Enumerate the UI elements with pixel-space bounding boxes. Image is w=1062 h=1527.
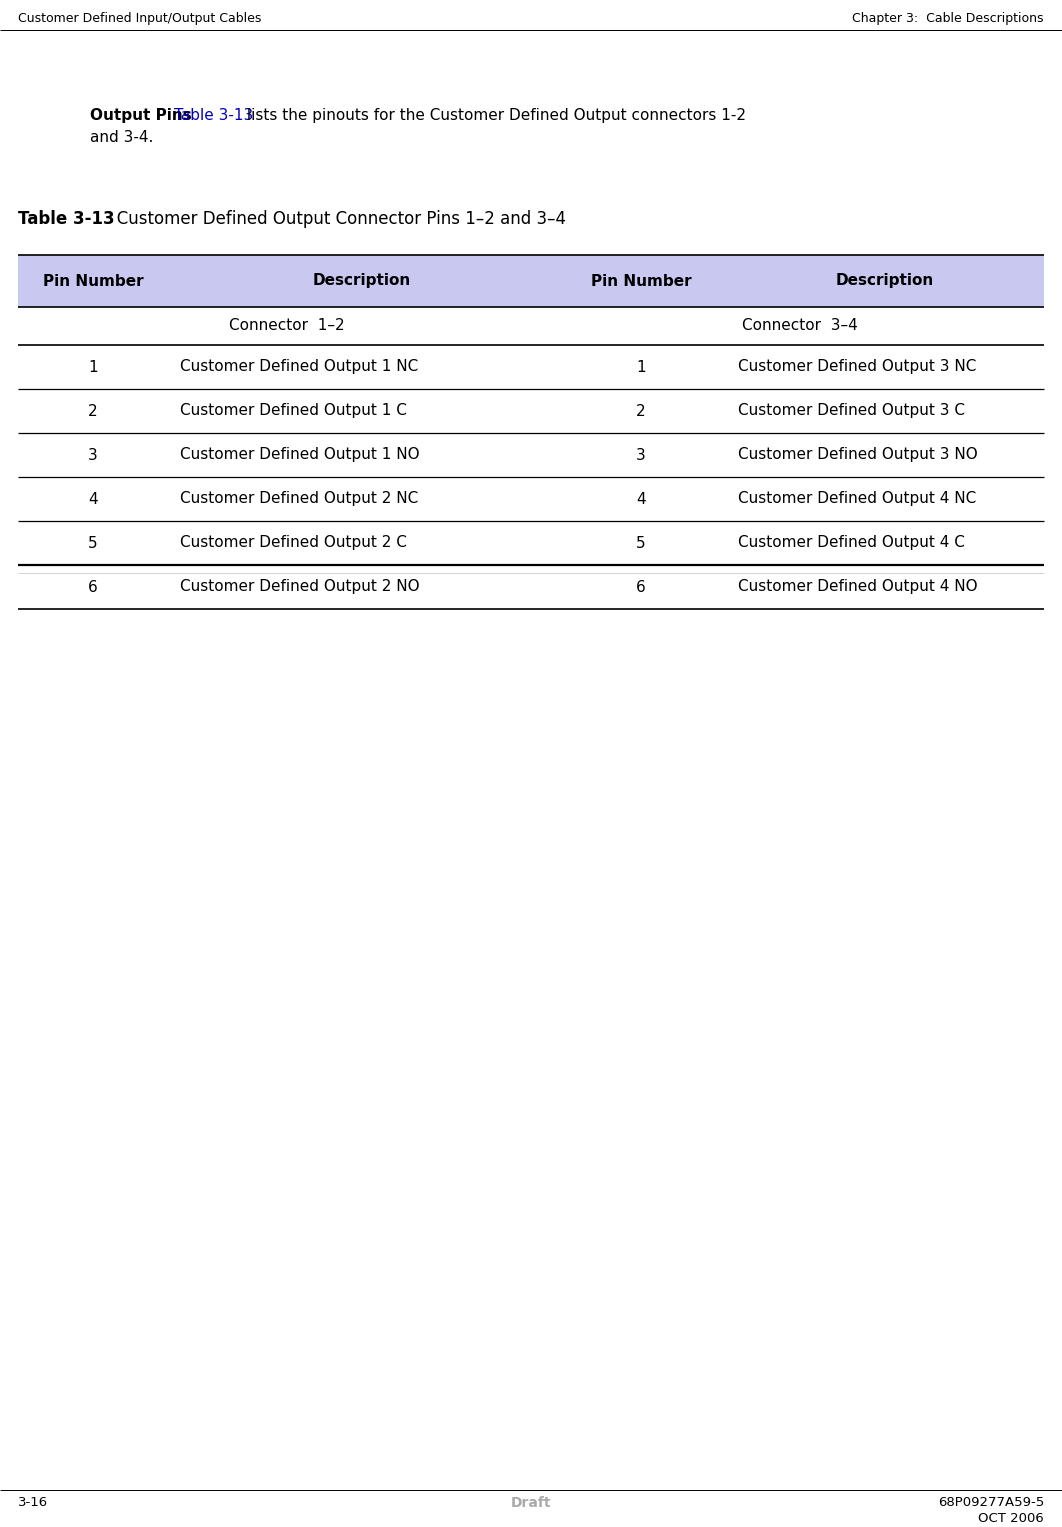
Text: Customer Defined Output 2 NO: Customer Defined Output 2 NO <box>179 580 419 594</box>
Text: Connector  1–2: Connector 1–2 <box>229 319 345 333</box>
Text: Customer Defined Output 1 NC: Customer Defined Output 1 NC <box>179 359 418 374</box>
Text: Customer Defined Output 2 NC: Customer Defined Output 2 NC <box>179 492 418 507</box>
Bar <box>18 565 1044 609</box>
Text: 6: 6 <box>88 580 98 594</box>
Text: Customer Defined Input/Output Cables: Customer Defined Input/Output Cables <box>18 12 261 24</box>
Text: 5: 5 <box>88 536 98 551</box>
Bar <box>18 521 1044 565</box>
Text: Customer Defined Output 3 NC: Customer Defined Output 3 NC <box>738 359 976 374</box>
Text: Output Pins: Output Pins <box>90 108 192 124</box>
Text: 1: 1 <box>88 359 98 374</box>
Text: Chapter 3:  Cable Descriptions: Chapter 3: Cable Descriptions <box>853 12 1044 24</box>
Text: Customer Defined Output 3 C: Customer Defined Output 3 C <box>738 403 965 418</box>
Text: 4: 4 <box>636 492 646 507</box>
Text: Customer Defined Output 1 NO: Customer Defined Output 1 NO <box>179 447 419 463</box>
Text: Customer Defined Output 4 NO: Customer Defined Output 4 NO <box>738 580 978 594</box>
Text: Description: Description <box>313 273 411 289</box>
Bar <box>18 434 1044 476</box>
Bar <box>18 389 1044 434</box>
Text: Pin Number: Pin Number <box>590 273 691 289</box>
Text: Connector  3–4: Connector 3–4 <box>742 319 858 333</box>
Text: 68P09277A59-5: 68P09277A59-5 <box>938 1496 1044 1509</box>
Text: lists the pinouts for the Customer Defined Output connectors 1-2: lists the pinouts for the Customer Defin… <box>242 108 746 124</box>
Text: 5: 5 <box>636 536 646 551</box>
Text: Description: Description <box>836 273 935 289</box>
Text: Draft: Draft <box>511 1496 551 1510</box>
Bar <box>18 255 1044 307</box>
Text: 3: 3 <box>636 447 646 463</box>
Text: Table 3-13: Table 3-13 <box>18 211 115 228</box>
Text: 2: 2 <box>88 403 98 418</box>
Text: 3: 3 <box>88 447 98 463</box>
Text: Pin Number: Pin Number <box>42 273 143 289</box>
Text: Customer Defined Output Connector Pins 1–2 and 3–4: Customer Defined Output Connector Pins 1… <box>101 211 566 228</box>
Text: Table 3-13: Table 3-13 <box>174 108 253 124</box>
Text: 6: 6 <box>636 580 646 594</box>
Text: 4: 4 <box>88 492 98 507</box>
Bar <box>18 476 1044 521</box>
Text: Customer Defined Output 4 C: Customer Defined Output 4 C <box>738 536 965 551</box>
Text: 3-16: 3-16 <box>18 1496 48 1509</box>
Text: Customer Defined Output 2 C: Customer Defined Output 2 C <box>179 536 407 551</box>
Text: OCT 2006: OCT 2006 <box>978 1512 1044 1525</box>
Text: and 3-4.: and 3-4. <box>90 130 153 145</box>
Text: 2: 2 <box>636 403 646 418</box>
Text: 1: 1 <box>636 359 646 374</box>
Text: Customer Defined Output 3 NO: Customer Defined Output 3 NO <box>738 447 978 463</box>
Bar <box>18 345 1044 389</box>
Text: Customer Defined Output 1 C: Customer Defined Output 1 C <box>179 403 407 418</box>
Text: Customer Defined Output 4 NC: Customer Defined Output 4 NC <box>738 492 976 507</box>
